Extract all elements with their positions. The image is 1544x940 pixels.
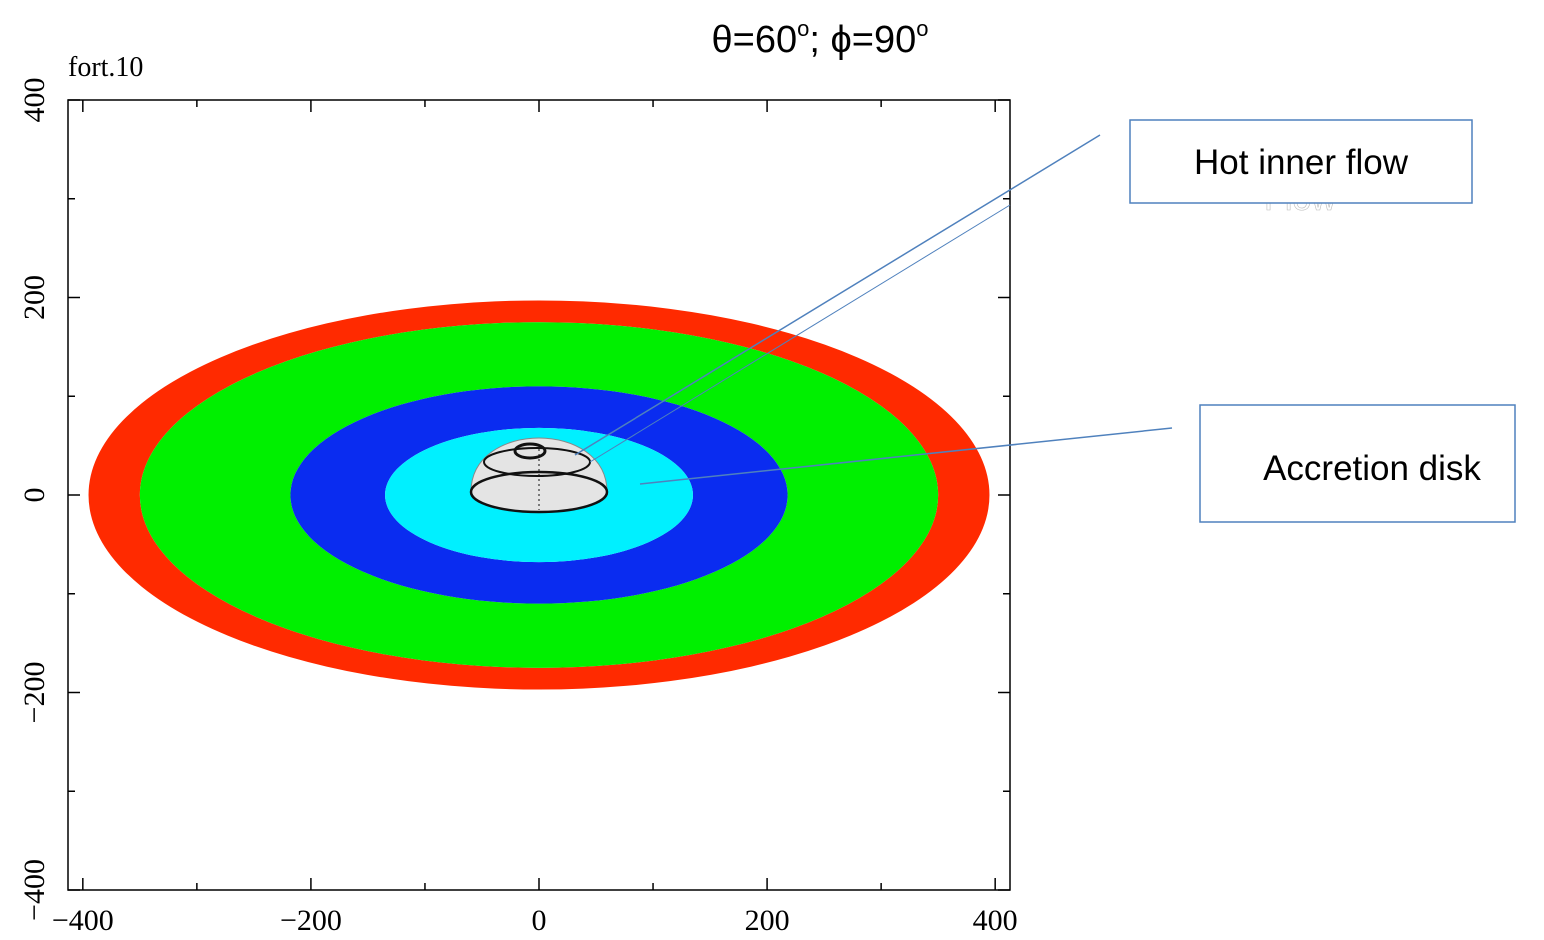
- annotation-box: [1129, 119, 1473, 204]
- y-tick-label: −200: [18, 662, 51, 724]
- title-part: o: [916, 16, 928, 41]
- x-tick-label: 200: [745, 904, 790, 937]
- title-part: θ=60: [712, 19, 798, 61]
- y-tick-label: −400: [18, 859, 51, 921]
- title-part: ; ϕ=90: [809, 19, 916, 61]
- annotation: Hot inner flow: [1194, 143, 1409, 182]
- dome-base: [469, 470, 609, 514]
- y-tick-label: 200: [18, 275, 51, 320]
- title-part: o: [797, 16, 809, 41]
- pointer-line: [574, 134, 1101, 456]
- figure-title: θ=60o; ϕ=90o: [712, 16, 929, 61]
- plot-label: fort.10: [68, 52, 143, 83]
- dome-top: [513, 442, 547, 460]
- annotation: Accretion disk: [1263, 449, 1481, 488]
- disk-ring: [139, 322, 939, 668]
- x-tick-label: −200: [280, 904, 342, 937]
- y-tick-label: 400: [18, 78, 51, 123]
- y-tick-label: 0: [18, 488, 51, 503]
- pointer-line: [639, 427, 1173, 485]
- hot-inner-flow-dome: [469, 437, 609, 514]
- annotation-box: [1199, 404, 1516, 523]
- axes: −400 −200 0 200 400 −400 −200 0 200 400: [18, 78, 1018, 938]
- disk: [88, 300, 990, 690]
- x-tick-label: 0: [532, 904, 547, 937]
- x-tick-label: −400: [52, 904, 114, 937]
- disk-ring: [290, 386, 788, 604]
- pointer-line: [589, 204, 1011, 463]
- x-tick-label: 400: [973, 904, 1018, 937]
